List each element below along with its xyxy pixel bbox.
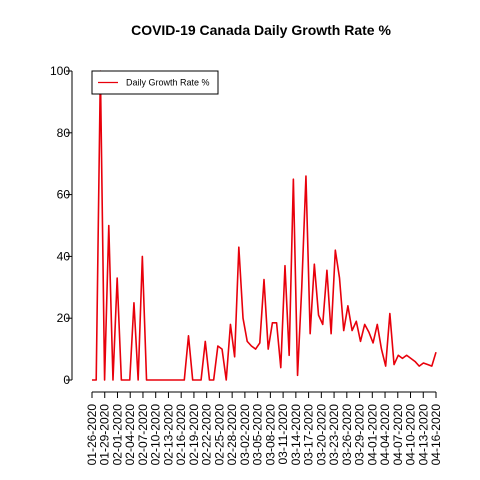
x-tick-label: 03-20-2020: [314, 404, 328, 466]
x-tick-label: 03-14-2020: [289, 404, 303, 466]
series-layer: [92, 70, 437, 381]
x-tick-label: 03-29-2020: [353, 404, 367, 466]
x-tick-label: 03-05-2020: [251, 404, 265, 466]
x-axis: 01-26-202001-29-202002-01-202002-04-2020…: [85, 391, 443, 466]
x-tick-label: 02-16-2020: [174, 404, 188, 466]
y-tick-label: 0: [63, 373, 70, 387]
x-tick-label: 03-17-2020: [302, 404, 316, 466]
series-line-daily-growth-rate: [92, 70, 437, 381]
x-tick-label: 02-07-2020: [136, 404, 150, 466]
x-tick-label: 04-07-2020: [391, 404, 405, 466]
x-tick-label: 02-22-2020: [200, 404, 214, 466]
legend-label-daily-growth-rate: Daily Growth Rate %: [126, 78, 210, 88]
x-tick-label: 04-04-2020: [378, 404, 392, 466]
legend-box: [91, 70, 219, 95]
x-tick-label: 02-28-2020: [225, 404, 239, 466]
x-tick-label: 04-10-2020: [404, 404, 418, 466]
y-tick-label: 100: [50, 64, 70, 78]
chart-title: COVID-19 Canada Daily Growth Rate %: [131, 22, 391, 38]
x-tick-label: 04-01-2020: [365, 404, 379, 466]
legend: Daily Growth Rate %: [91, 70, 219, 95]
x-tick-label: 03-11-2020: [276, 404, 290, 465]
x-tick-label: 02-13-2020: [161, 404, 175, 466]
y-tick-label: 60: [57, 188, 71, 202]
x-tick-label: 03-02-2020: [238, 404, 252, 466]
x-tick-label: 03-26-2020: [340, 404, 354, 466]
y-tick-label: 40: [57, 249, 71, 263]
x-tick-label: 02-19-2020: [187, 404, 201, 466]
x-tick-label: 03-23-2020: [327, 404, 341, 466]
y-tick-label: 20: [57, 311, 71, 325]
x-tick-label: 03-08-2020: [263, 404, 277, 466]
x-tick-label: 02-04-2020: [123, 404, 137, 466]
x-tick-label: 04-16-2020: [429, 404, 443, 466]
y-axis: 0 20 40 60 80 100: [50, 64, 73, 387]
x-tick-label: 01-29-2020: [98, 404, 112, 466]
y-tick-label: 80: [57, 126, 71, 140]
x-tick-label: 01-26-2020: [85, 404, 99, 466]
x-tick-label: 04-13-2020: [416, 404, 430, 466]
x-tick-label: 02-01-2020: [110, 404, 124, 466]
x-tick-label: 02-10-2020: [149, 404, 163, 466]
x-tick-label: 02-25-2020: [212, 404, 226, 466]
